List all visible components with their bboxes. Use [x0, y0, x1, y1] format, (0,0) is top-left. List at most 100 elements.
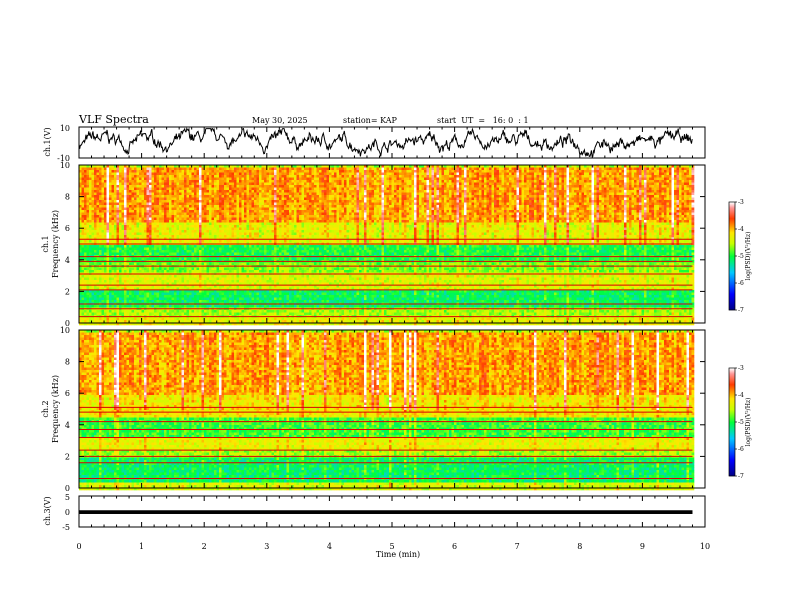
spectrogram-cell — [104, 210, 107, 213]
spectrogram-cell — [124, 245, 127, 248]
spectrogram-cell — [102, 233, 105, 236]
spectrogram-cell — [102, 170, 105, 173]
spectrogram-cell — [92, 168, 95, 171]
spectrogram-cell — [99, 198, 102, 201]
spectrogram-cell — [124, 320, 127, 323]
spectrogram-cell — [109, 228, 112, 231]
spectrogram-cell — [124, 203, 127, 206]
spectrogram-cell — [97, 300, 100, 303]
spectrogram-cell — [127, 290, 130, 293]
spectrogram-cell — [92, 295, 95, 298]
spectrogram-cell — [117, 275, 120, 278]
spectrogram-cell — [99, 253, 102, 256]
ch1-ytick-top: 10 — [60, 124, 70, 133]
spectrogram-cell — [99, 210, 102, 213]
spectrogram-cell — [87, 223, 90, 226]
spectrogram-cell — [99, 298, 102, 301]
spectrogram-cell — [112, 240, 115, 243]
spectrogram-cell — [84, 293, 87, 296]
spectrogram-cell — [82, 250, 85, 253]
spectrogram-cell — [132, 233, 135, 236]
spectrogram-cell — [112, 230, 115, 233]
spectrogram-cell — [124, 218, 127, 221]
spectrogram-cell — [104, 280, 107, 283]
spectrogram-cell — [132, 220, 135, 223]
spectrogram-cell — [114, 210, 117, 213]
spectrogram-cell — [129, 193, 132, 196]
spectrogram-cell — [119, 270, 122, 273]
spectrogram-cell — [117, 193, 120, 196]
spectrogram-cell — [82, 210, 85, 213]
spectrogram-cell — [129, 280, 132, 283]
spectrogram-cell — [104, 215, 107, 218]
spectrogram-cell — [84, 188, 87, 191]
spectrogram-cell — [102, 235, 105, 238]
spectrogram-cell — [122, 198, 125, 201]
spectrogram-cell — [129, 233, 132, 236]
spectrogram-cell — [112, 193, 115, 196]
spectrogram-cell — [89, 200, 92, 203]
spectrogram-cell — [94, 220, 97, 223]
spectrogram-cell — [87, 190, 90, 193]
spectrogram-cell — [117, 250, 120, 253]
spectrogram-cell — [122, 320, 125, 323]
spectrogram-cell — [122, 258, 125, 261]
spectrogram-cell — [97, 240, 100, 243]
spectrogram-cell — [119, 213, 122, 216]
spectrogram-cell — [124, 270, 127, 273]
spectrogram-cell — [99, 240, 102, 243]
spectrogram-cell — [114, 200, 117, 203]
spectrogram-cell — [84, 200, 87, 203]
spectrogram-cell — [89, 258, 92, 261]
spectrogram-cell — [124, 228, 127, 231]
spectrogram-cell — [99, 300, 102, 303]
spectrogram-cell — [102, 318, 105, 321]
spectrogram-cell — [114, 248, 117, 251]
spectrogram-cell — [94, 230, 97, 233]
spectrogram-cell — [84, 235, 87, 238]
spectrogram-cell — [112, 218, 115, 221]
spectrogram-cell — [129, 175, 132, 178]
spectrogram-cell — [122, 253, 125, 256]
spectrogram-cell — [127, 178, 130, 181]
spectrogram-cell — [117, 248, 120, 251]
spectrogram-cell — [114, 233, 117, 236]
spectrogram-cell — [87, 233, 90, 236]
spectrogram-cell — [94, 320, 97, 323]
spectrogram-cell — [89, 300, 92, 303]
spectrogram-cell — [109, 178, 112, 181]
spectrogram-cell — [87, 263, 90, 266]
spectrogram-cell — [87, 198, 90, 201]
spectrogram-cell — [87, 200, 90, 203]
spectrogram-cell — [82, 230, 85, 233]
spectrogram-cell — [117, 233, 120, 236]
spectrogram-cell — [102, 180, 105, 183]
spectrogram-cell — [97, 205, 100, 208]
spectrogram-cell — [124, 278, 127, 281]
spectrogram-cell — [94, 190, 97, 193]
spectrogram-cell — [117, 188, 120, 191]
spectrogram-cell — [119, 168, 122, 171]
spectrogram-cell — [89, 275, 92, 278]
spectrogram-cell — [117, 235, 120, 238]
spectrogram-cell — [127, 195, 130, 198]
spectrogram-cell — [122, 310, 125, 313]
spectrogram-cell — [117, 310, 120, 313]
spectrogram-cell — [87, 248, 90, 251]
spectrogram-cell — [87, 290, 90, 293]
spectrogram-cell — [117, 175, 120, 178]
spectrogram-cell — [122, 230, 125, 233]
spectrogram-cell — [92, 305, 95, 308]
spectrogram-cell — [99, 305, 102, 308]
spectrogram-cell — [104, 248, 107, 251]
spectrogram-cell — [92, 213, 95, 216]
spectrogram-cell — [107, 310, 110, 313]
spectrogram-cell — [117, 205, 120, 208]
spectrogram-cell — [97, 230, 100, 233]
spectrogram-cell — [119, 215, 122, 218]
spectrogram-cell — [129, 250, 132, 253]
spectrogram-cell — [102, 293, 105, 296]
spectrogram-cell — [92, 278, 95, 281]
spectrogram-cell — [99, 228, 102, 231]
spectrogram-cell — [104, 305, 107, 308]
